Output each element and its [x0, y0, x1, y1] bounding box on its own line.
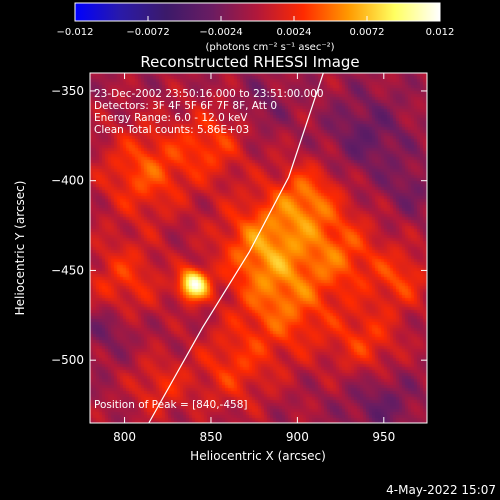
- colorbar-tick-label: 0.012: [426, 27, 455, 38]
- colorbar-tick-label: −0.012: [56, 27, 93, 38]
- axis-ticks: 800 850 900 950 −350 −400 −450 −500: [51, 73, 427, 444]
- x-axis-label: Heliocentric X (arcsec): [190, 449, 326, 463]
- chart-title: Reconstructed RHESSI Image: [140, 53, 359, 71]
- colorbar-unit-label: (photons cm⁻² s⁻¹ asec⁻²): [205, 42, 334, 53]
- peak-position-label: Position of Peak = [840,-458]: [94, 399, 248, 411]
- colorbar-tick-label: −0.0072: [126, 27, 169, 38]
- annotation-clean-counts: Clean Total counts: 5.86E+03: [94, 124, 249, 136]
- annotation-detectors: Detectors: 3F 4F 5F 6F 7F 8F, Att 0: [94, 100, 277, 112]
- annotation-energy-range: Energy Range: 6.0 - 12.0 keV: [94, 112, 248, 124]
- heatmap-canvas: [90, 73, 427, 423]
- x-tick-label: 900: [286, 430, 309, 444]
- colorbar-tick-label: −0.0024: [199, 27, 242, 38]
- solar-limb-line: [148, 73, 324, 423]
- y-tick-label: −500: [51, 353, 84, 367]
- plot-frame: [89, 72, 428, 424]
- heatmap: [90, 73, 427, 423]
- x-tick-label: 800: [113, 430, 136, 444]
- annotation-time-range: 23-Dec-2002 23:50:16.000 to 23:51:00.000: [94, 88, 324, 100]
- colorbar: [74, 2, 441, 22]
- y-tick-label: −450: [51, 263, 84, 277]
- colorbar-ticks: −0.012 −0.0072 −0.0024 0.0024 0.0072 0.012: [56, 16, 454, 38]
- y-axis-label: Heliocentric Y (arcsec): [13, 181, 27, 316]
- colorbar-tick-label: 0.0024: [277, 27, 312, 38]
- colorbar-tick-label: 0.0072: [350, 27, 385, 38]
- footer-timestamp: 4-May-2022 15:07: [386, 483, 496, 497]
- x-tick-label: 950: [372, 430, 395, 444]
- x-tick-label: 850: [200, 430, 223, 444]
- y-tick-label: −350: [51, 84, 84, 98]
- y-tick-label: −400: [51, 174, 84, 188]
